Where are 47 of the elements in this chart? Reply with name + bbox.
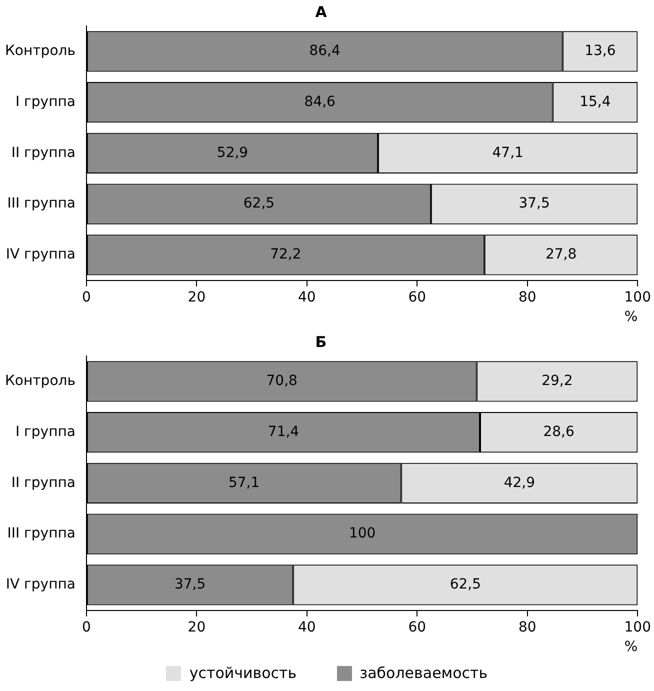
x-tick-label: 100 (624, 619, 652, 636)
data-label: 84,6 (304, 94, 336, 110)
y-tick-label: IV группа (6, 576, 76, 593)
x-tick-label: 0 (82, 619, 91, 636)
data-label: 29,2 (542, 373, 573, 390)
data-label: 72,2 (270, 246, 302, 263)
data-label: 37,5 (518, 196, 550, 212)
y-tick-label: Контроль (4, 43, 76, 60)
data-label: 62,5 (243, 196, 275, 212)
x-tick-label: 0 (82, 289, 91, 306)
legend-label: устойчивость (189, 664, 297, 682)
data-label: 70,8 (266, 373, 298, 390)
x-tick-label: 20 (188, 619, 206, 636)
x-tick-label: 40 (298, 289, 316, 306)
data-label: 57,1 (228, 474, 260, 491)
y-tick-label: I группа (15, 94, 76, 110)
data-label: 52,9 (216, 144, 248, 161)
x-tick-label: 80 (518, 619, 536, 636)
data-label: 62,5 (450, 576, 481, 593)
legend-label: заболеваемость (360, 664, 488, 682)
data-label: 15,4 (580, 94, 611, 110)
y-tick-label: II группа (11, 144, 76, 161)
x-tick-label: 80 (518, 289, 536, 306)
y-tick-label: IV группа (6, 246, 76, 263)
x-tick-label: 60 (408, 619, 426, 636)
x-axis-title: % (624, 639, 638, 656)
y-tick-label: II группа (11, 474, 76, 491)
data-label: 71,4 (268, 424, 300, 440)
y-tick-label: III группа (7, 526, 76, 542)
data-label: 100 (348, 526, 376, 542)
data-label: 47,1 (492, 144, 524, 161)
x-tick-label: 60 (408, 289, 426, 306)
chart-title: А (315, 2, 328, 21)
x-axis-title: % (624, 309, 638, 326)
y-tick-label: I группа (15, 424, 76, 440)
y-tick-label: Контроль (4, 373, 76, 390)
x-tick-label: 40 (298, 619, 316, 636)
x-tick-label: 20 (188, 289, 206, 306)
data-label: 13,6 (584, 43, 616, 60)
x-tick-label: 100 (624, 289, 652, 306)
chart-title: Б (315, 332, 327, 351)
data-label: 28,6 (543, 424, 574, 440)
data-label: 27,8 (545, 246, 577, 263)
data-label: 37,5 (174, 576, 206, 593)
y-tick-label: III группа (7, 196, 76, 212)
data-label: 42,9 (504, 474, 535, 491)
data-label: 86,4 (309, 43, 340, 60)
